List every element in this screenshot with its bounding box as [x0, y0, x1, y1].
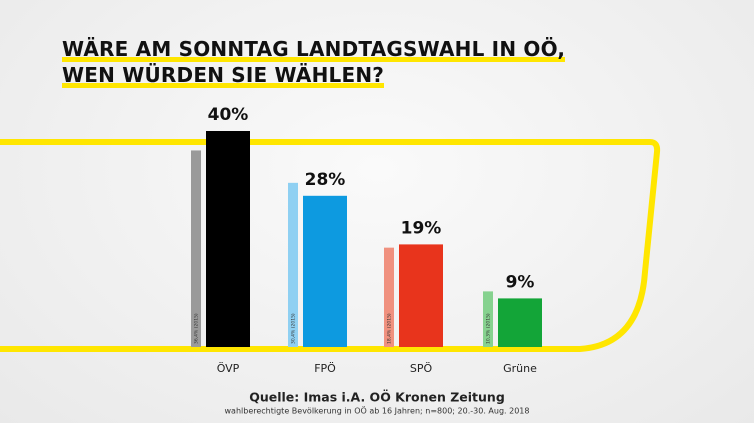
bar [206, 131, 250, 347]
bar [399, 244, 443, 347]
x-tick-label: ÖVP [217, 362, 240, 375]
previous-label: 30,4% (2015) [291, 313, 297, 344]
x-tick-label: Grüne [503, 362, 537, 375]
bar-previous [288, 182, 298, 347]
bar-previous [191, 150, 201, 347]
bar [498, 298, 542, 347]
bar-previous [483, 291, 493, 347]
title-line: WEN WÜRDEN SIE WÄHLEN? [62, 63, 385, 87]
value-label: 9% [506, 272, 535, 292]
previous-label: 36,4% (2015) [194, 313, 200, 344]
value-label: 40% [208, 105, 249, 125]
value-label: 28% [305, 170, 346, 190]
decor-outline [0, 139, 661, 352]
bar-previous [384, 247, 394, 347]
previous-label: 10,3% (2015) [486, 313, 492, 344]
previous-label: 18,4% (2015) [387, 313, 393, 344]
value-label: 19% [401, 218, 442, 238]
title-line: WÄRE AM SONNTAG LANDTAGSWAHL IN OÖ, [62, 37, 566, 61]
source: Quelle: Imas i.A. OÖ Kronen Zeitung [249, 390, 505, 405]
x-tick-label: FPÖ [314, 362, 336, 375]
note: wahlberechtigte Bevölkerung in OÖ ab 16 … [225, 406, 530, 416]
bar [303, 195, 347, 347]
x-tick-label: SPÖ [410, 362, 433, 375]
